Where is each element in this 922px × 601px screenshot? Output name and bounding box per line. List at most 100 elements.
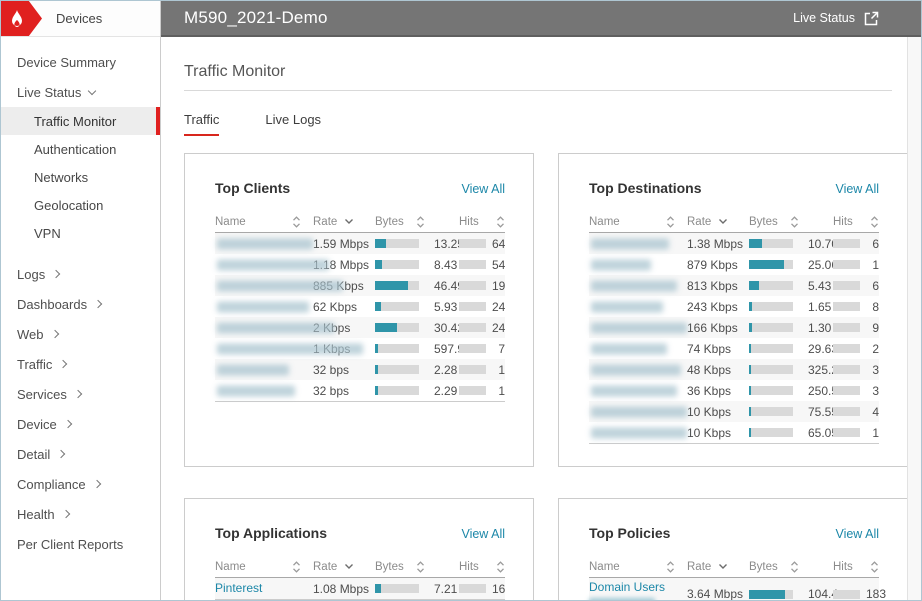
sidebar-item-services[interactable]: Services	[1, 379, 160, 409]
sidebar-item-traffic[interactable]: Traffic	[1, 349, 160, 379]
table-row[interactable]: 879 Kbps 25.06 1	[589, 254, 879, 275]
sort-both-icon[interactable]	[416, 215, 425, 228]
sidebar-item-device-summary[interactable]: Device Summary	[1, 47, 160, 77]
row-name-link[interactable]: Domain Users	[589, 580, 666, 594]
sort-both-icon[interactable]	[416, 560, 425, 573]
table-row[interactable]: 166 Kbps 1.30 9	[589, 317, 879, 338]
sort-desc-icon[interactable]	[718, 218, 728, 225]
sidebar-item-health[interactable]: Health	[1, 499, 160, 529]
column-header-name[interactable]: Name	[215, 215, 246, 228]
column-header-rate[interactable]: Rate	[687, 215, 712, 228]
table-row[interactable]: 1.18 Mbps 8.43 54	[215, 254, 505, 275]
hits-bar	[459, 302, 486, 311]
row-hits-value: 1	[498, 383, 505, 398]
sort-both-icon[interactable]	[292, 560, 301, 573]
column-header-rate[interactable]: Rate	[687, 560, 712, 573]
sidebar-item-live-status[interactable]: Live Status	[1, 77, 160, 107]
chevron-right-icon	[93, 299, 103, 309]
sidebar-item-web[interactable]: Web	[1, 319, 160, 349]
sort-both-icon[interactable]	[292, 215, 301, 228]
sort-both-icon[interactable]	[666, 560, 675, 573]
view-all-link[interactable]: View All	[461, 182, 505, 196]
table-row[interactable]: 74 Kbps 29.63 2	[589, 338, 879, 359]
view-all-link[interactable]: View All	[835, 527, 879, 541]
table-row[interactable]: 62 Kbps 5.93 24	[215, 296, 505, 317]
table-row[interactable]: 885 Kbps 46.49 19	[215, 275, 505, 296]
row-name-cell[interactable]: Pinterest	[215, 581, 313, 596]
column-header-bytes[interactable]: Bytes	[375, 215, 404, 228]
sort-both-icon[interactable]	[496, 215, 505, 228]
sidebar-item-vpn[interactable]: VPN	[1, 219, 160, 247]
row-name-link[interactable]: Pinterest	[215, 581, 263, 595]
row-hits-value: 9	[872, 320, 879, 335]
table-row[interactable]: 2 Kbps 30.42 24	[215, 317, 505, 338]
sidebar-item-dashboards[interactable]: Dashboards	[1, 289, 160, 319]
card-top-destinations: Top Destinations View All Name Rate Byte…	[558, 153, 908, 467]
sidebar-item-networks[interactable]: Networks	[1, 163, 160, 191]
watchguard-flame-icon[interactable]	[1, 1, 42, 36]
column-header-hits[interactable]: Hits	[459, 215, 479, 228]
column-header-rate[interactable]: Rate	[313, 215, 338, 228]
column-header-hits[interactable]: Hits	[833, 215, 853, 228]
sidebar-item-authentication[interactable]: Authentication	[1, 135, 160, 163]
tab-live-logs[interactable]: Live Logs	[265, 112, 322, 127]
hits-bar	[459, 239, 486, 248]
chevron-right-icon	[59, 359, 68, 369]
table-row[interactable]: Domain Users 3.64 Mbps 104.4 183	[589, 578, 886, 600]
row-name-cell[interactable]: Domain Users	[589, 578, 687, 600]
table-row[interactable]: 813 Kbps 5.43 6	[589, 275, 879, 296]
table-row[interactable]: Pinterest 1.08 Mbps 7.21 16	[215, 578, 505, 599]
column-header-hits[interactable]: Hits	[833, 560, 853, 573]
row-hits-value: 6	[872, 278, 879, 293]
sidebar-item-geolocation[interactable]: Geolocation	[1, 191, 160, 219]
column-header-name[interactable]: Name	[215, 560, 246, 573]
sort-desc-icon[interactable]	[344, 218, 354, 225]
sidebar-item-traffic-monitor[interactable]: Traffic Monitor	[1, 107, 160, 135]
sidebar-item-detail[interactable]: Detail	[1, 439, 160, 469]
vertical-scrollbar[interactable]	[907, 37, 921, 600]
table-row[interactable]: 243 Kbps 1.65 8	[589, 296, 879, 317]
column-header-bytes[interactable]: Bytes	[375, 560, 404, 573]
row-bytes-value: 2.29	[434, 383, 458, 398]
column-header-rate[interactable]: Rate	[313, 560, 338, 573]
sort-both-icon[interactable]	[666, 215, 675, 228]
sort-both-icon[interactable]	[870, 215, 879, 228]
table-row[interactable]: 10 Kbps 65.05 1	[589, 422, 879, 443]
sort-both-icon[interactable]	[790, 215, 799, 228]
bytes-bar-fill	[375, 584, 382, 593]
table-row[interactable]: 32 bps 2.29 1	[215, 380, 505, 401]
column-header-name[interactable]: Name	[589, 215, 620, 228]
sidebar-item-logs[interactable]: Logs	[1, 259, 160, 289]
sort-both-icon[interactable]	[496, 560, 505, 573]
sort-desc-icon[interactable]	[344, 563, 354, 570]
column-header-bytes[interactable]: Bytes	[749, 560, 778, 573]
external-link-icon	[864, 11, 879, 25]
table-row[interactable]: 1.38 Mbps 10.70 6	[589, 233, 879, 254]
tab-traffic[interactable]: Traffic	[184, 112, 220, 136]
table-row[interactable]: 48 Kbps 325.2 3	[589, 359, 879, 380]
column-header-bytes[interactable]: Bytes	[749, 215, 778, 228]
sidebar-item-device[interactable]: Device	[1, 409, 160, 439]
view-all-link[interactable]: View All	[461, 527, 505, 541]
bytes-bar	[749, 260, 793, 269]
sidebar-item-per-client-reports[interactable]: Per Client Reports	[1, 529, 160, 559]
table-row[interactable]: 32 bps 2.28 1	[215, 359, 505, 380]
table-row[interactable]: 10 Kbps 75.55 4	[589, 401, 879, 422]
view-all-link[interactable]: View All	[835, 182, 879, 196]
sidebar-item-compliance[interactable]: Compliance	[1, 469, 160, 499]
table-row[interactable]: 36 Kbps 250.5 3	[589, 380, 879, 401]
live-status-button[interactable]: Live Status	[793, 11, 879, 26]
table-row[interactable]: 1 Kbps 597.9 7	[215, 338, 505, 359]
row-hits-value: 7	[498, 341, 505, 356]
sort-desc-icon[interactable]	[718, 563, 728, 570]
column-header-name[interactable]: Name	[589, 560, 620, 573]
hits-bar	[833, 281, 860, 290]
bytes-bar-fill	[375, 344, 379, 353]
table-row[interactable]: 1.59 Mbps 13.25 64	[215, 233, 505, 254]
sort-both-icon[interactable]	[870, 560, 879, 573]
sort-both-icon[interactable]	[790, 560, 799, 573]
column-header-hits[interactable]: Hits	[459, 560, 479, 573]
card-title: Top Clients	[215, 180, 291, 196]
row-bytes-value: 10.70	[808, 236, 839, 251]
row-rate-value: 813 Kbps	[687, 278, 738, 293]
